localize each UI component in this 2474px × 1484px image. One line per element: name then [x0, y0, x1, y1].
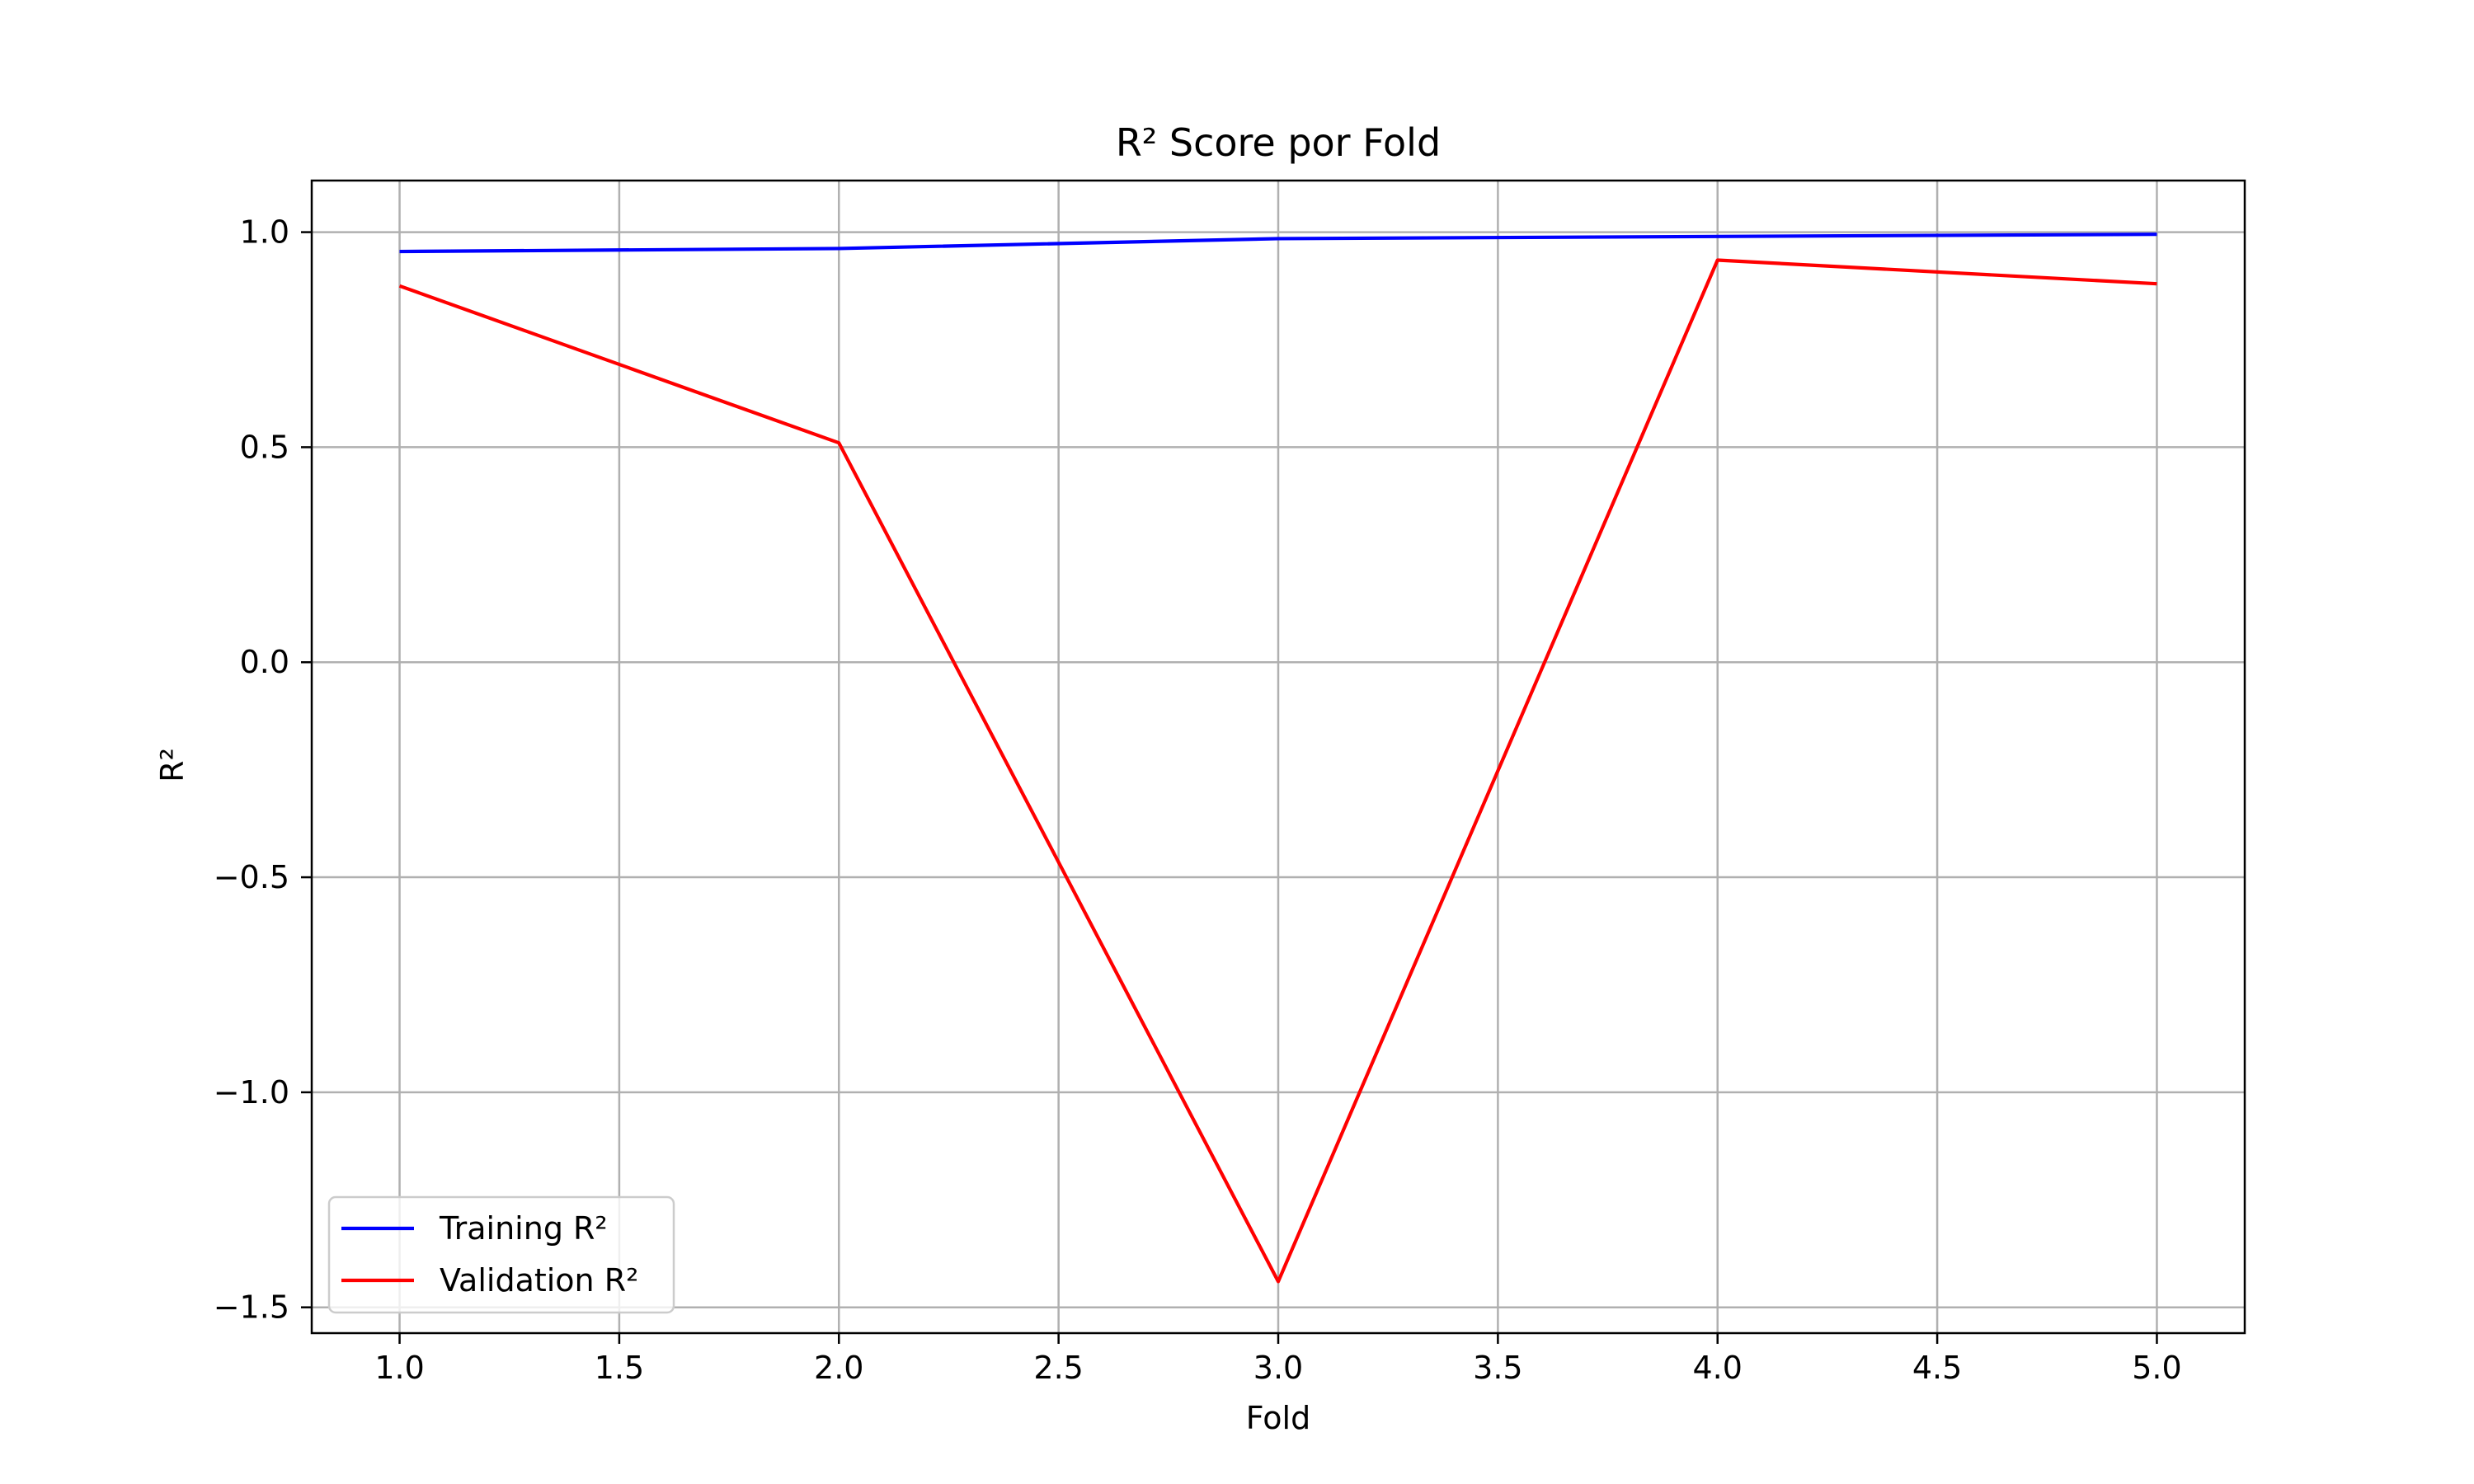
x-tick-label: 1.0 [374, 1350, 424, 1386]
y-tick-label: 0.0 [240, 644, 289, 680]
legend-label: Training R² [439, 1210, 608, 1247]
legend-label: Validation R² [440, 1262, 638, 1298]
x-axis-label: Fold [1246, 1400, 1310, 1436]
x-tick-label: 1.5 [595, 1350, 644, 1386]
legend: Training R² Validation R² [327, 1195, 675, 1314]
x-tick-label: 4.0 [1693, 1350, 1743, 1386]
y-axis-label: R² [154, 748, 190, 782]
grid-lines [312, 181, 2245, 1333]
x-tick-label: 2.0 [814, 1350, 863, 1386]
x-tick-label: 4.5 [1912, 1350, 1962, 1386]
axis-ticks: 1.0 1.5 2.0 2.5 3.0 3.5 4.0 4.5 5.0 1.0 0.5 0.0 −0.5… [214, 214, 2182, 1386]
x-tick-label: 3.5 [1473, 1350, 1522, 1386]
x-tick-label: 5.0 [2132, 1350, 2181, 1386]
series-lines [398, 232, 2157, 1284]
training-r2-line [399, 232, 2157, 254]
y-tick-label: 1.0 [240, 214, 289, 251]
chart-title: R² Score por Fold [1116, 120, 1441, 165]
x-tick-label: 3.0 [1253, 1350, 1303, 1386]
legend-box [327, 1195, 675, 1314]
y-tick-label: 0.5 [240, 429, 289, 465]
validation-r2-line [398, 258, 2157, 1284]
x-tick-label: 2.5 [1033, 1350, 1083, 1386]
y-tick-label: −1.0 [214, 1074, 289, 1111]
y-tick-label: −1.5 [214, 1289, 289, 1326]
y-tick-label: −0.5 [214, 859, 289, 895]
